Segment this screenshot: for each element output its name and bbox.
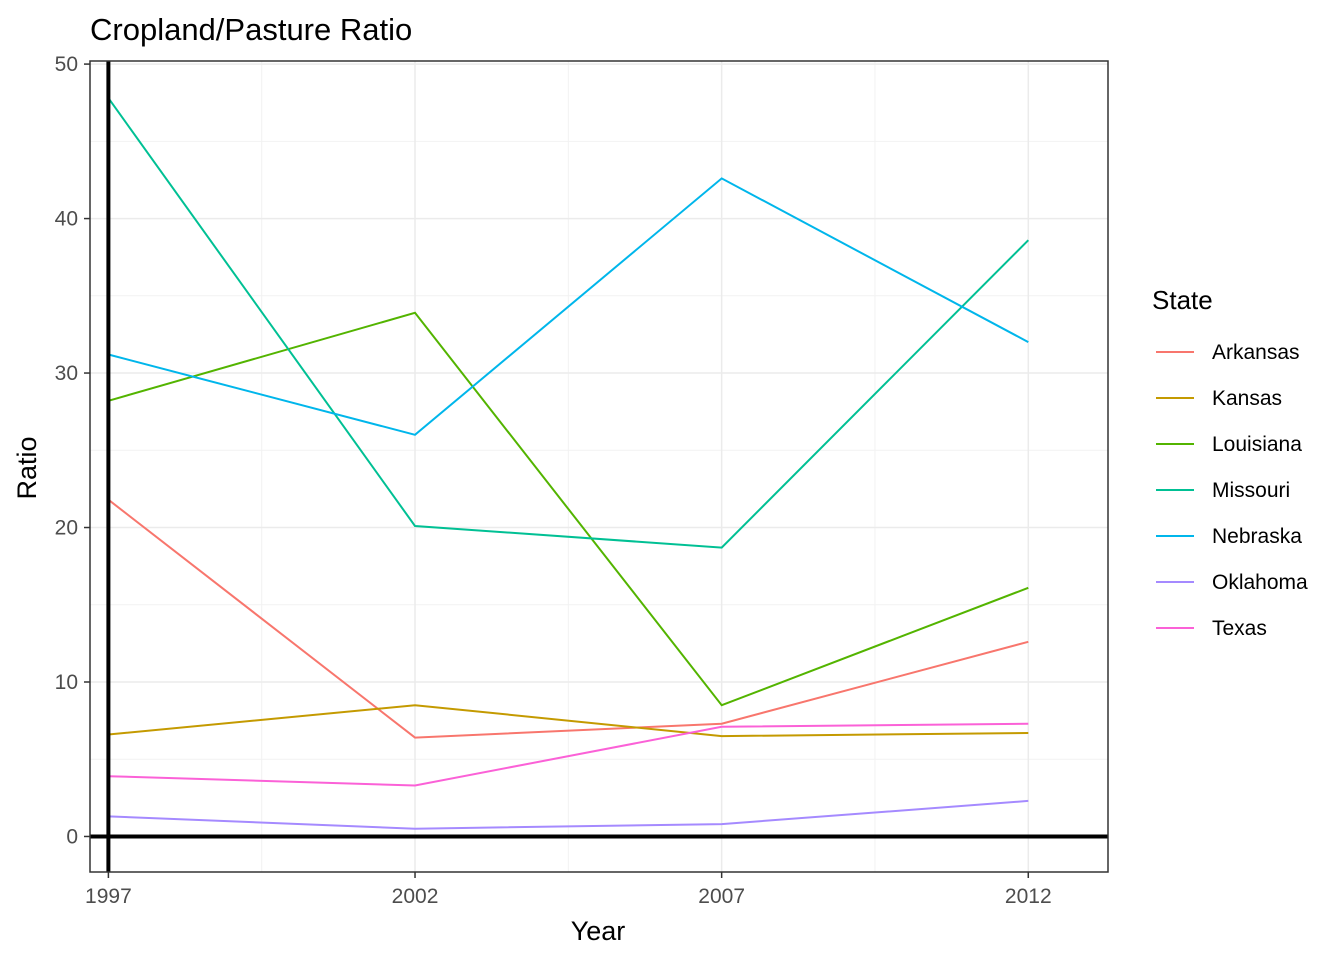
x-tick-label: 1997 <box>85 885 132 908</box>
legend-label-kansas: Kansas <box>1212 387 1282 410</box>
y-axis-ticks: 0 10 20 30 40 50 <box>55 53 90 848</box>
y-tick-label: 10 <box>55 671 78 694</box>
series-line-missouri <box>107 97 1030 549</box>
series-line-kansas <box>108 704 1029 738</box>
legend-label-missouri: Missouri <box>1212 479 1290 502</box>
legend-title: State <box>1152 285 1213 315</box>
x-axis-title: Year <box>571 916 626 946</box>
x-tick-label: 2012 <box>1005 885 1052 908</box>
y-tick-label: 40 <box>55 208 78 231</box>
y-tick-label: 0 <box>66 825 78 848</box>
y-tick-label: 50 <box>55 53 78 76</box>
series-line-arkansas <box>107 498 1029 739</box>
y-axis-title: Ratio <box>12 436 42 499</box>
series-line-nebraska <box>108 177 1029 436</box>
legend: State Arkansas Kansas Louisiana Missouri Neb… <box>1152 285 1308 640</box>
x-tick-label: 2002 <box>392 885 439 908</box>
reference-lines <box>90 61 1108 872</box>
legend-label-louisiana: Louisiana <box>1212 433 1302 456</box>
series-line-oklahoma <box>108 799 1029 830</box>
y-tick-label: 20 <box>55 517 78 540</box>
legend-label-nebraska: Nebraska <box>1212 525 1302 548</box>
x-tick-label: 2007 <box>698 885 745 908</box>
series-lines <box>107 97 1030 830</box>
legend-label-oklahoma: Oklahoma <box>1212 571 1308 594</box>
legend-label-texas: Texas <box>1212 617 1267 640</box>
panel-border <box>89 60 1109 873</box>
y-tick-label: 30 <box>55 362 78 385</box>
chart-title: Cropland/Pasture Ratio <box>90 12 412 47</box>
legend-label-arkansas: Arkansas <box>1212 341 1300 364</box>
series-line-texas <box>108 722 1029 787</box>
series-line-louisiana <box>108 311 1029 707</box>
x-axis-ticks: 1997 2002 2007 2012 <box>85 872 1052 908</box>
